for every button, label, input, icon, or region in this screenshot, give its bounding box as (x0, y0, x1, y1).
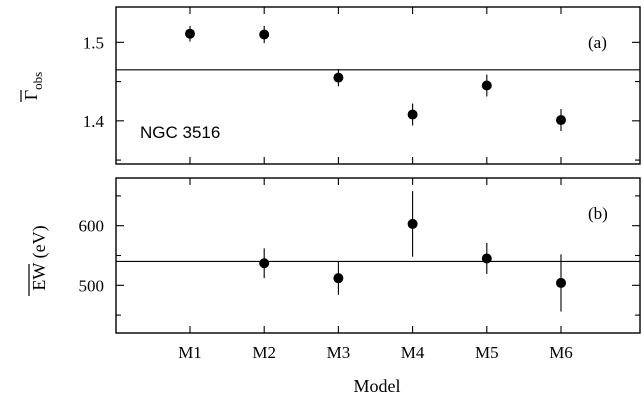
panel-b-point-M6 (556, 277, 566, 288)
x-tick-label-M1: M1 (178, 343, 202, 362)
x-axis: M1 M2 M3 M4 M5 M6 (178, 343, 573, 362)
panel-b-ytick-label: 600 (79, 217, 105, 236)
panel-a-marks: 1.4 1.5 (83, 7, 640, 164)
panel-b: (b) EW (eV) 500 600 (28, 177, 641, 334)
panel-a-ylabel-main: Γ (21, 90, 41, 100)
x-tick-label-M3: M3 (327, 343, 351, 362)
panel-b-point-M3 (333, 273, 344, 284)
panel-a-ytick-label: 1.5 (83, 33, 104, 52)
x-tick-label-M6: M6 (549, 343, 573, 362)
panel-a-point-M6 (556, 115, 566, 126)
panel-a-point-M3 (333, 72, 344, 83)
x-tick-label-M2: M2 (252, 343, 276, 362)
panel-b-ylabel-main: EW (29, 263, 49, 291)
x-axis-label: Model (354, 376, 401, 396)
panel-a-point-M2 (259, 29, 270, 40)
panel-a-ytick-label: 1.4 (83, 112, 105, 131)
panel-a-point-M4 (407, 109, 418, 120)
panel-a-point-M1 (185, 28, 195, 39)
panel-a-label: (a) (588, 33, 607, 52)
x-tick-label-M5: M5 (475, 343, 499, 362)
panel-a-ylabel: Γobs (20, 72, 45, 102)
panel-a: (a) NGC 3516 Γobs 1.4 1.5 (20, 6, 641, 165)
x-tick-label-M4: M4 (401, 343, 425, 362)
panel-b-point-M2 (259, 258, 270, 269)
panel-b-label: (b) (588, 204, 608, 223)
panel-b-ylabel: EW (eV) (28, 225, 50, 296)
panel-a-point-M5 (481, 80, 492, 91)
panel-a-frame (115, 6, 641, 165)
panel-a-annotation: NGC 3516 (140, 123, 220, 142)
panel-a-ylabel-sub: obs (30, 72, 45, 90)
svg-text:Γobs: Γobs (21, 72, 45, 100)
panel-b-marks: 500 600 (79, 178, 640, 333)
panel-b-ytick-label: 500 (79, 276, 105, 295)
panel-b-point-M4 (407, 218, 418, 229)
panel-b-point-M5 (481, 253, 492, 264)
panel-b-ylabel-unit: (eV) (29, 225, 50, 262)
svg-text:EW (eV): EW (eV) (29, 225, 50, 290)
